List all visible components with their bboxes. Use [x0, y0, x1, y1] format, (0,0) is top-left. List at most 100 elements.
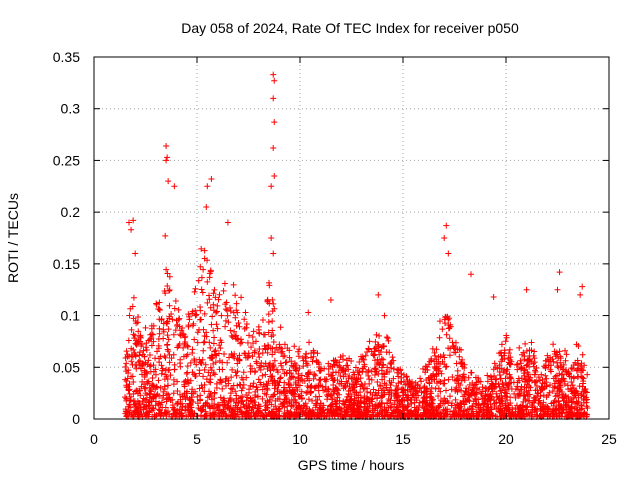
data-point — [255, 376, 262, 383]
data-point — [372, 365, 379, 372]
data-point — [463, 388, 470, 395]
data-point — [533, 365, 540, 372]
data-point — [410, 411, 417, 418]
data-point-peak — [577, 291, 584, 298]
data-point — [242, 309, 249, 316]
data-point — [400, 389, 407, 396]
data-point — [164, 332, 171, 339]
data-point — [181, 334, 188, 341]
data-point — [421, 394, 428, 401]
data-point — [173, 412, 180, 419]
data-point — [298, 388, 305, 395]
data-point — [246, 332, 253, 339]
data-point — [269, 377, 276, 384]
data-point — [263, 391, 270, 398]
data-point — [249, 333, 256, 340]
data-point — [266, 409, 273, 416]
data-point — [200, 266, 207, 273]
data-point — [562, 347, 569, 354]
data-point — [210, 307, 217, 314]
data-point-peak — [163, 142, 170, 149]
data-point — [454, 401, 461, 408]
data-point — [184, 369, 191, 376]
data-point — [390, 407, 397, 414]
data-point — [155, 406, 162, 413]
data-point — [138, 371, 145, 378]
data-point — [404, 386, 411, 393]
data-point — [182, 333, 189, 340]
data-point — [295, 377, 302, 384]
data-point — [242, 354, 249, 361]
data-point — [240, 369, 247, 376]
data-point — [212, 294, 219, 301]
data-point — [160, 413, 167, 420]
data-point — [248, 344, 255, 351]
data-point — [196, 367, 203, 374]
data-point — [436, 378, 443, 385]
data-point — [258, 409, 265, 416]
data-point — [340, 365, 347, 372]
data-point — [221, 280, 228, 287]
data-point-peak — [268, 183, 275, 190]
data-point — [133, 365, 140, 372]
data-point — [177, 332, 184, 339]
data-point — [213, 404, 220, 411]
data-point-peak — [208, 176, 215, 183]
data-point — [166, 411, 173, 418]
data-point — [165, 326, 172, 333]
data-point — [223, 382, 230, 389]
data-point — [244, 339, 251, 346]
data-point — [215, 350, 222, 357]
data-point — [144, 409, 151, 416]
data-point — [131, 350, 138, 357]
data-point — [146, 336, 153, 343]
data-point — [126, 312, 133, 319]
data-point — [419, 398, 426, 405]
data-point — [402, 381, 409, 388]
data-point — [243, 324, 250, 331]
data-point — [283, 398, 290, 405]
data-point — [133, 387, 140, 394]
data-point — [160, 335, 167, 342]
data-point — [207, 405, 214, 412]
data-point — [166, 302, 173, 309]
data-point — [558, 408, 565, 415]
data-point — [165, 382, 172, 389]
data-point — [394, 369, 401, 376]
y-tick-label: 0.05 — [53, 359, 80, 375]
data-point — [384, 400, 391, 407]
data-point — [156, 306, 163, 313]
data-point — [227, 308, 234, 315]
data-point — [182, 338, 189, 345]
data-point — [141, 367, 148, 374]
data-point — [348, 412, 355, 419]
data-point — [519, 351, 526, 358]
data-point — [555, 397, 562, 404]
data-point — [219, 385, 226, 392]
data-point — [204, 257, 211, 264]
data-point — [251, 394, 258, 401]
data-point — [568, 413, 575, 420]
data-point — [535, 374, 542, 381]
data-point — [568, 399, 575, 406]
data-point — [305, 396, 312, 403]
data-point — [394, 386, 401, 393]
data-point — [217, 394, 224, 401]
data-point — [201, 247, 208, 254]
data-point — [185, 311, 192, 318]
data-point — [284, 345, 291, 352]
data-point — [533, 383, 540, 390]
data-point — [418, 378, 425, 385]
data-point — [169, 316, 176, 323]
data-point — [191, 410, 198, 417]
data-point — [123, 360, 130, 367]
data-point — [497, 403, 504, 410]
data-point — [214, 325, 221, 332]
data-point — [240, 401, 247, 408]
data-point — [363, 398, 370, 405]
data-point — [309, 397, 316, 404]
data-point — [150, 331, 157, 338]
data-point — [441, 354, 448, 361]
data-point — [170, 410, 177, 417]
